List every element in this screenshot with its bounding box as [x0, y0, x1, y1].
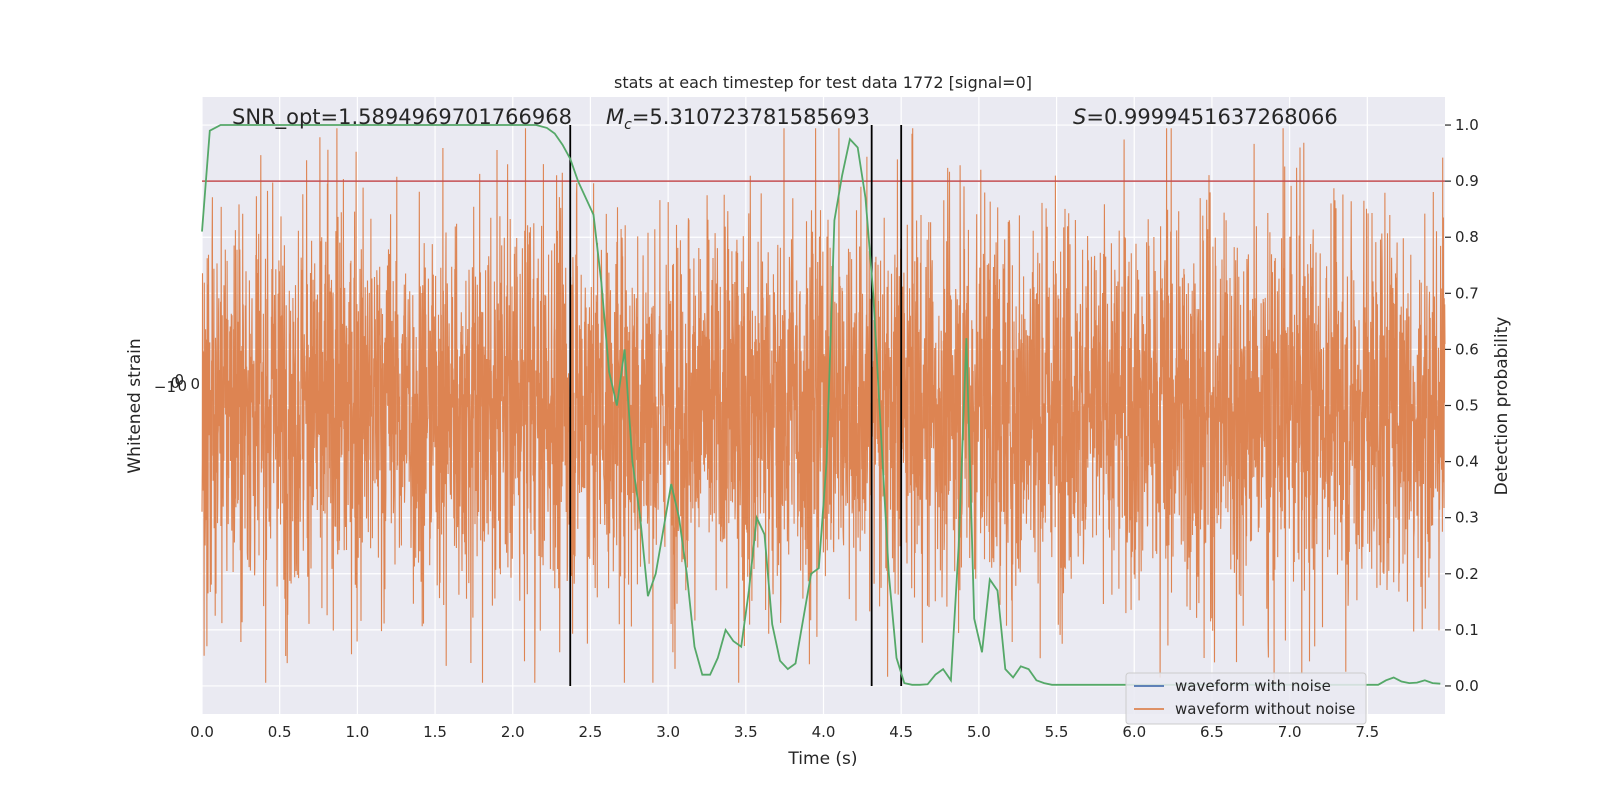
left-axis-label: Whitened strain: [125, 338, 145, 473]
x-axis-ticks: 0.0 0.5 1.0 1.5 2.0 2.5 3.0 3.5 4.0 4.5 5.0 5.5 6.0 6…: [190, 723, 1379, 741]
strain-waveform: [201, 128, 1446, 683]
x-tick-label: 2.5: [579, 723, 603, 741]
right-tick-label: 0.2: [1455, 565, 1479, 583]
right-tick-label: 0.9: [1455, 172, 1479, 190]
x-tick-label: 0.5: [268, 723, 292, 741]
right-tick-label: 0.6: [1455, 340, 1479, 358]
x-tick-label: 2.0: [501, 723, 525, 741]
right-tick-label: 0.4: [1455, 453, 1479, 471]
x-axis-label: Time (s): [787, 749, 857, 769]
x-tick-label: 5.5: [1045, 723, 1069, 741]
x-tick-label: 1.0: [345, 723, 369, 741]
x-tick-label: 4.5: [889, 723, 913, 741]
x-tick-label: 6.0: [1122, 723, 1146, 741]
right-axis-label: Detection probability: [1492, 317, 1512, 496]
x-tick-label: 6.5: [1200, 723, 1224, 741]
snr-annotation: SNR_opt=1.5894969701766968: [232, 105, 572, 130]
right-axis-ticks: 0.0 0.1 0.2 0.3 0.4 0.5 0.6 0.7 0.8 0.9 1.0: [1445, 116, 1479, 695]
chart-title: stats at each timestep for test data 177…: [614, 73, 1032, 92]
right-tick-label: 0.3: [1455, 509, 1479, 527]
x-tick-label: 1.5: [423, 723, 447, 741]
legend-label-strain: waveform without noise: [1175, 700, 1355, 718]
x-tick-label: 0.0: [190, 723, 214, 741]
legend-label-noise: waveform with noise: [1175, 677, 1331, 695]
x-tick-label: 3.0: [656, 723, 680, 741]
right-tick-label: 0.5: [1455, 397, 1479, 415]
legend: waveform with noise waveform without noi…: [1125, 672, 1367, 725]
svg-text:−1: −1: [154, 378, 176, 396]
svg-text:0: 0: [174, 371, 184, 389]
right-tick-label: 0.1: [1455, 621, 1479, 639]
score-annotation: S=0.9999451637268066: [1073, 105, 1338, 129]
right-tick-label: 0.7: [1455, 284, 1479, 302]
left-axis-tick-labels: −1 0 0 0 0: [154, 371, 200, 396]
detection-markers: [569, 125, 903, 686]
svg-text:0: 0: [190, 375, 200, 393]
x-tick-label: 7.0: [1278, 723, 1302, 741]
strain-trace: [201, 128, 1446, 683]
x-tick-label: 5.0: [967, 723, 991, 741]
legend-box: [1125, 672, 1367, 725]
right-tick-label: 1.0: [1455, 116, 1479, 134]
x-tick-label: 4.0: [812, 723, 836, 741]
svg-text:0: 0: [170, 374, 180, 392]
right-tick-label: 0.0: [1455, 677, 1479, 695]
chirp-mass-annotation: Mc=5.310723781585693: [606, 105, 870, 133]
right-tick-label: 0.8: [1455, 228, 1479, 246]
x-tick-label: 3.5: [734, 723, 758, 741]
x-tick-label: 7.5: [1355, 723, 1379, 741]
svg-text:0: 0: [177, 377, 187, 395]
